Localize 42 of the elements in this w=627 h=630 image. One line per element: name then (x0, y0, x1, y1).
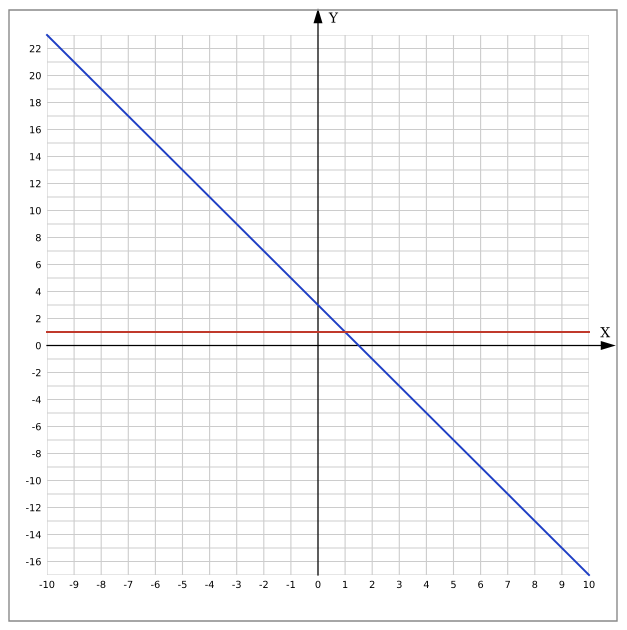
y-tick-label: -10 (26, 476, 41, 484)
x-tick-label: 7 (505, 580, 510, 588)
x-tick-label: 6 (478, 580, 484, 588)
x-tick-label: -4 (205, 580, 214, 588)
y-tick-label: 2 (36, 314, 40, 322)
x-tick-label: -7 (124, 580, 132, 588)
x-tick-label: -3 (232, 580, 241, 588)
x-tick-label: 8 (532, 580, 538, 588)
x-tick-label: -8 (96, 580, 106, 588)
x-tick-label: 4 (424, 580, 429, 588)
y-tick-label: -14 (26, 531, 41, 538)
x-tick-label: 1 (343, 580, 348, 588)
x-tick-label: -2 (259, 580, 268, 588)
y-tick-label: -16 (26, 558, 41, 566)
y-tick-label: -8 (32, 450, 41, 458)
x-tick-label: 10 (584, 580, 595, 588)
y-tick-label: 12 (30, 180, 40, 188)
y-tick-label: 10 (30, 206, 41, 214)
y-tick-label: 8 (36, 234, 41, 242)
y-axis-title: Y (328, 12, 338, 23)
x-tick-label: 3 (396, 580, 402, 588)
x-tick-label: -6 (151, 580, 160, 588)
y-tick-label: 6 (36, 260, 41, 268)
y-tick-label: 4 (36, 288, 41, 296)
y-tick-label: -12 (26, 504, 40, 512)
y-tick-label: 16 (30, 126, 41, 134)
x-tick-label: 2 (370, 580, 374, 588)
x-tick-label: 0 (316, 580, 320, 588)
x-tick-label: -1 (286, 580, 295, 588)
x-tick-label: 5 (451, 580, 456, 588)
y-tick-label: -2 (32, 368, 40, 376)
y-tick-label: 14 (30, 153, 41, 160)
y-tick-label: 0 (36, 342, 41, 350)
y-tick-label: 20 (30, 72, 41, 80)
y-tick-label: -6 (32, 422, 41, 430)
x-axis-title: X (600, 327, 610, 338)
y-tick-label: -4 (32, 396, 41, 404)
y-tick-label: 22 (30, 44, 40, 52)
y-tick-label: 18 (30, 98, 41, 106)
x-tick-label: 9 (559, 580, 564, 588)
x-tick-label: -5 (178, 580, 186, 588)
x-tick-label: -9 (70, 580, 78, 588)
